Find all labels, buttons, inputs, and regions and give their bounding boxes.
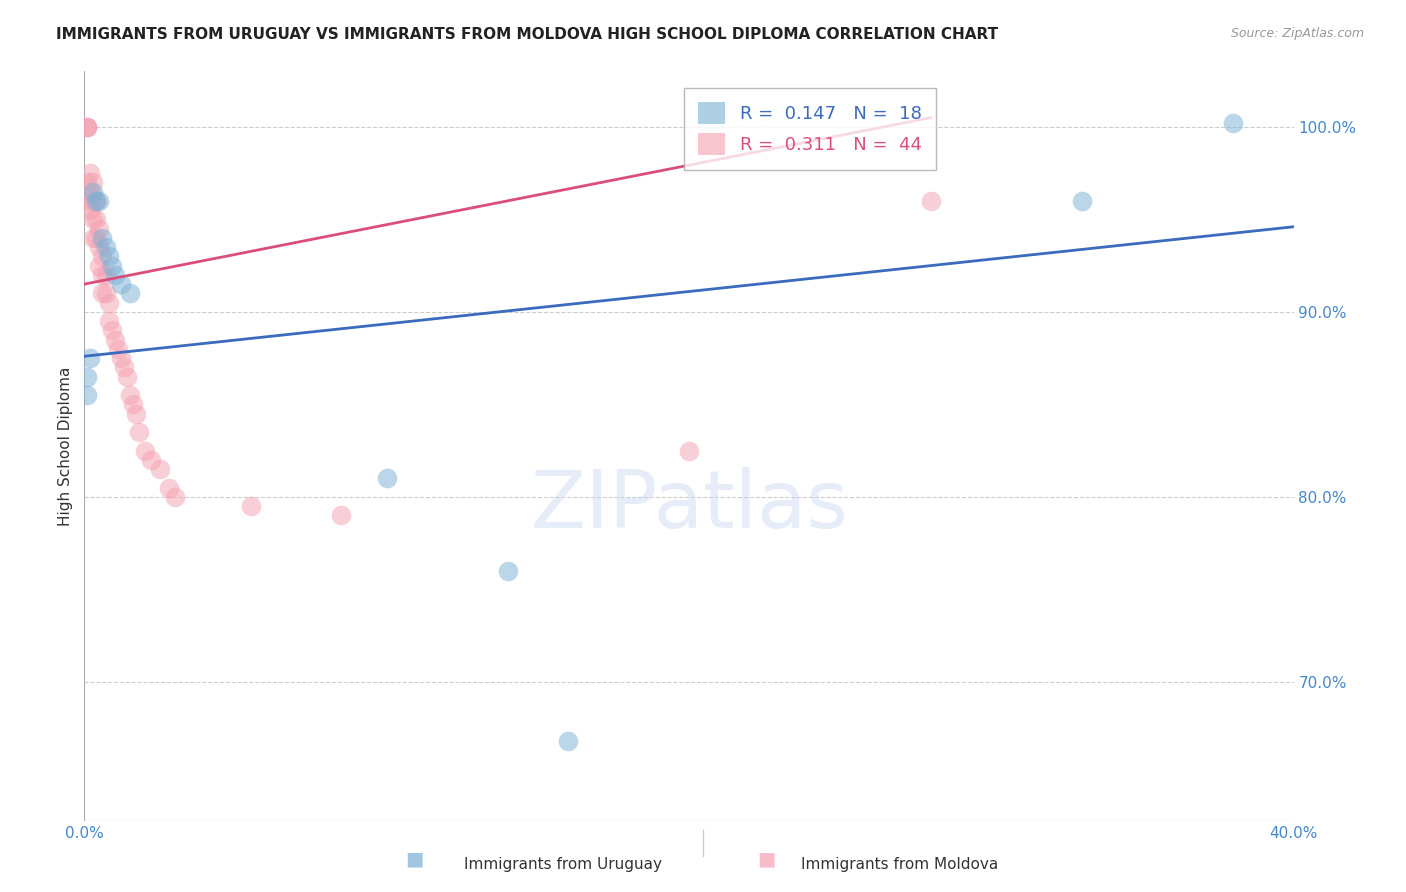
Point: [86, 231, 108, 245]
Point: [100, 259, 122, 273]
Point: [118, 388, 141, 402]
Point: [76, 120, 98, 134]
Point: [239, 499, 262, 513]
Legend: R =  0.147   N =  18, R =  0.311   N =  44: R = 0.147 N = 18, R = 0.311 N = 44: [683, 88, 936, 169]
Text: Immigrants from Uruguay: Immigrants from Uruguay: [464, 857, 662, 872]
Text: IMMIGRANTS FROM URUGUAY VS IMMIGRANTS FROM MOLDOVA HIGH SCHOOL DIPLOMA CORRELATI: IMMIGRANTS FROM URUGUAY VS IMMIGRANTS FR…: [56, 27, 998, 42]
Point: [557, 734, 579, 748]
Point: [920, 194, 942, 208]
Point: [82, 175, 104, 189]
Point: [115, 369, 138, 384]
Text: ■: ■: [756, 850, 776, 869]
Point: [678, 443, 700, 458]
Point: [79, 185, 101, 199]
Point: [76, 369, 98, 384]
Text: ZIPatlas: ZIPatlas: [530, 467, 848, 545]
Point: [94, 240, 117, 254]
Point: [375, 471, 398, 485]
Point: [157, 481, 180, 495]
Point: [110, 351, 132, 365]
Point: [89, 259, 111, 273]
Point: [82, 231, 104, 245]
Point: [82, 194, 104, 208]
Point: [118, 286, 141, 301]
Point: [89, 240, 111, 254]
Point: [79, 351, 101, 365]
Point: [121, 397, 143, 411]
Point: [1222, 116, 1244, 130]
Point: [107, 342, 129, 356]
Point: [89, 194, 111, 208]
Point: [76, 120, 98, 134]
Point: [91, 249, 114, 263]
Text: Source: ZipAtlas.com: Source: ZipAtlas.com: [1230, 27, 1364, 40]
Point: [76, 194, 98, 208]
Point: [91, 268, 114, 282]
Point: [76, 120, 98, 134]
Point: [91, 286, 114, 301]
Point: [100, 323, 122, 337]
Point: [104, 333, 127, 347]
Point: [165, 490, 187, 504]
Text: ■: ■: [405, 850, 425, 869]
Point: [97, 249, 120, 263]
Text: Immigrants from Moldova: Immigrants from Moldova: [801, 857, 998, 872]
Point: [82, 185, 104, 199]
Point: [82, 212, 104, 227]
Point: [104, 268, 127, 282]
Point: [128, 425, 150, 439]
Point: [112, 360, 135, 375]
Point: [94, 268, 117, 282]
Point: [79, 166, 101, 180]
Point: [134, 443, 156, 458]
Point: [125, 407, 148, 421]
Point: [97, 314, 120, 328]
Point: [97, 295, 120, 310]
Point: [1071, 194, 1094, 208]
Point: [94, 286, 117, 301]
Point: [91, 231, 114, 245]
Point: [76, 388, 98, 402]
Point: [76, 175, 98, 189]
Point: [496, 564, 519, 578]
Point: [86, 212, 108, 227]
Y-axis label: High School Diploma: High School Diploma: [58, 367, 73, 525]
Point: [149, 462, 172, 476]
Point: [89, 221, 111, 235]
Point: [86, 194, 108, 208]
Point: [139, 453, 162, 467]
Point: [79, 203, 101, 218]
Point: [110, 277, 132, 292]
Point: [330, 508, 353, 523]
Point: [86, 194, 108, 208]
